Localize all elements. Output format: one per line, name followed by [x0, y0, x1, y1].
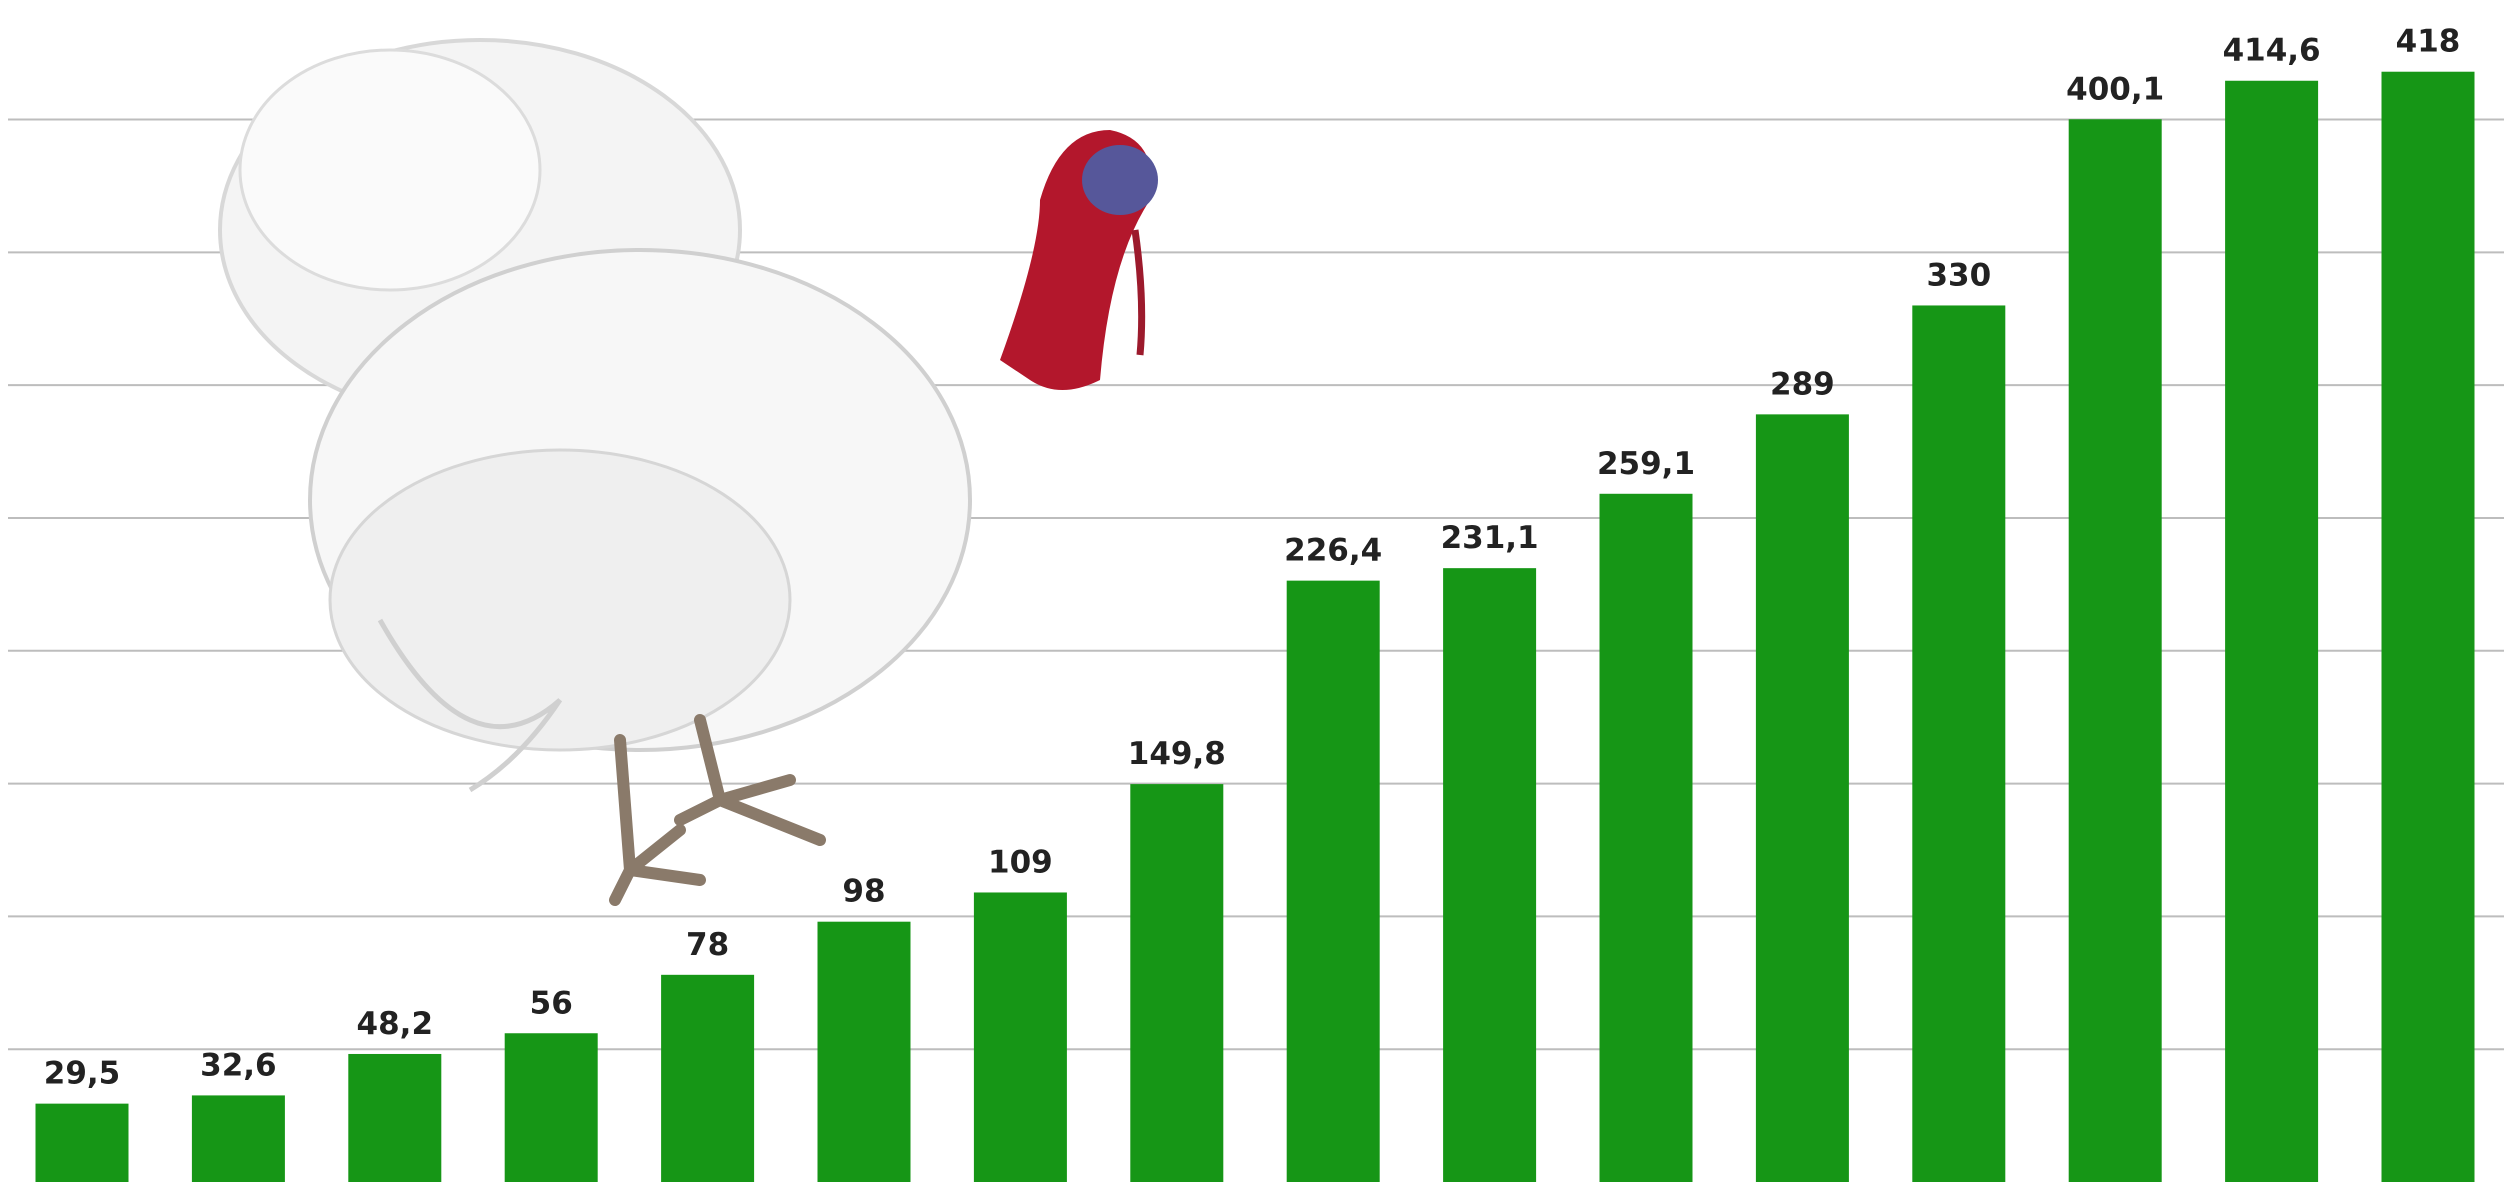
bar [1600, 494, 1693, 1182]
bar [1287, 581, 1380, 1182]
value-label: 109 [988, 844, 1053, 880]
value-label: 226,4 [1284, 533, 1382, 569]
value-label: 231,1 [1441, 520, 1539, 556]
bar [192, 1095, 285, 1182]
value-label: 259,1 [1597, 446, 1695, 482]
value-label: 48,2 [357, 1006, 434, 1042]
bar [2069, 119, 2162, 1182]
value-label: 98 [842, 874, 885, 910]
bar [818, 922, 911, 1182]
bar [36, 1104, 129, 1182]
bar [505, 1033, 598, 1182]
turkey-illustration [220, 40, 1158, 900]
value-label: 78 [686, 927, 729, 963]
bar [1443, 568, 1536, 1182]
bar [1130, 784, 1223, 1182]
bar [1756, 414, 1849, 1182]
value-label: 289 [1770, 366, 1835, 402]
bar [2382, 72, 2475, 1182]
value-label: 330 [1926, 257, 1991, 293]
value-label: 32,6 [200, 1047, 277, 1083]
value-label: 56 [530, 985, 573, 1021]
bar [974, 892, 1067, 1182]
bar [661, 975, 754, 1182]
bar [2225, 81, 2318, 1182]
value-label: 418 [2396, 24, 2461, 60]
value-label: 29,5 [44, 1056, 121, 1092]
value-label: 149,8 [1128, 736, 1226, 772]
bar [348, 1054, 441, 1182]
bar [1912, 305, 2005, 1182]
value-label: 400,1 [2066, 71, 2164, 107]
chart: 29,5 32,6 48,2 56 78 98 109 149,8 226,4 231,1 259,… [0, 0, 2504, 1185]
value-label: 414,6 [2223, 33, 2321, 69]
page: 29,5 32,6 48,2 56 78 98 109 149,8 226,4 231,1 259,… [0, 0, 2504, 1185]
